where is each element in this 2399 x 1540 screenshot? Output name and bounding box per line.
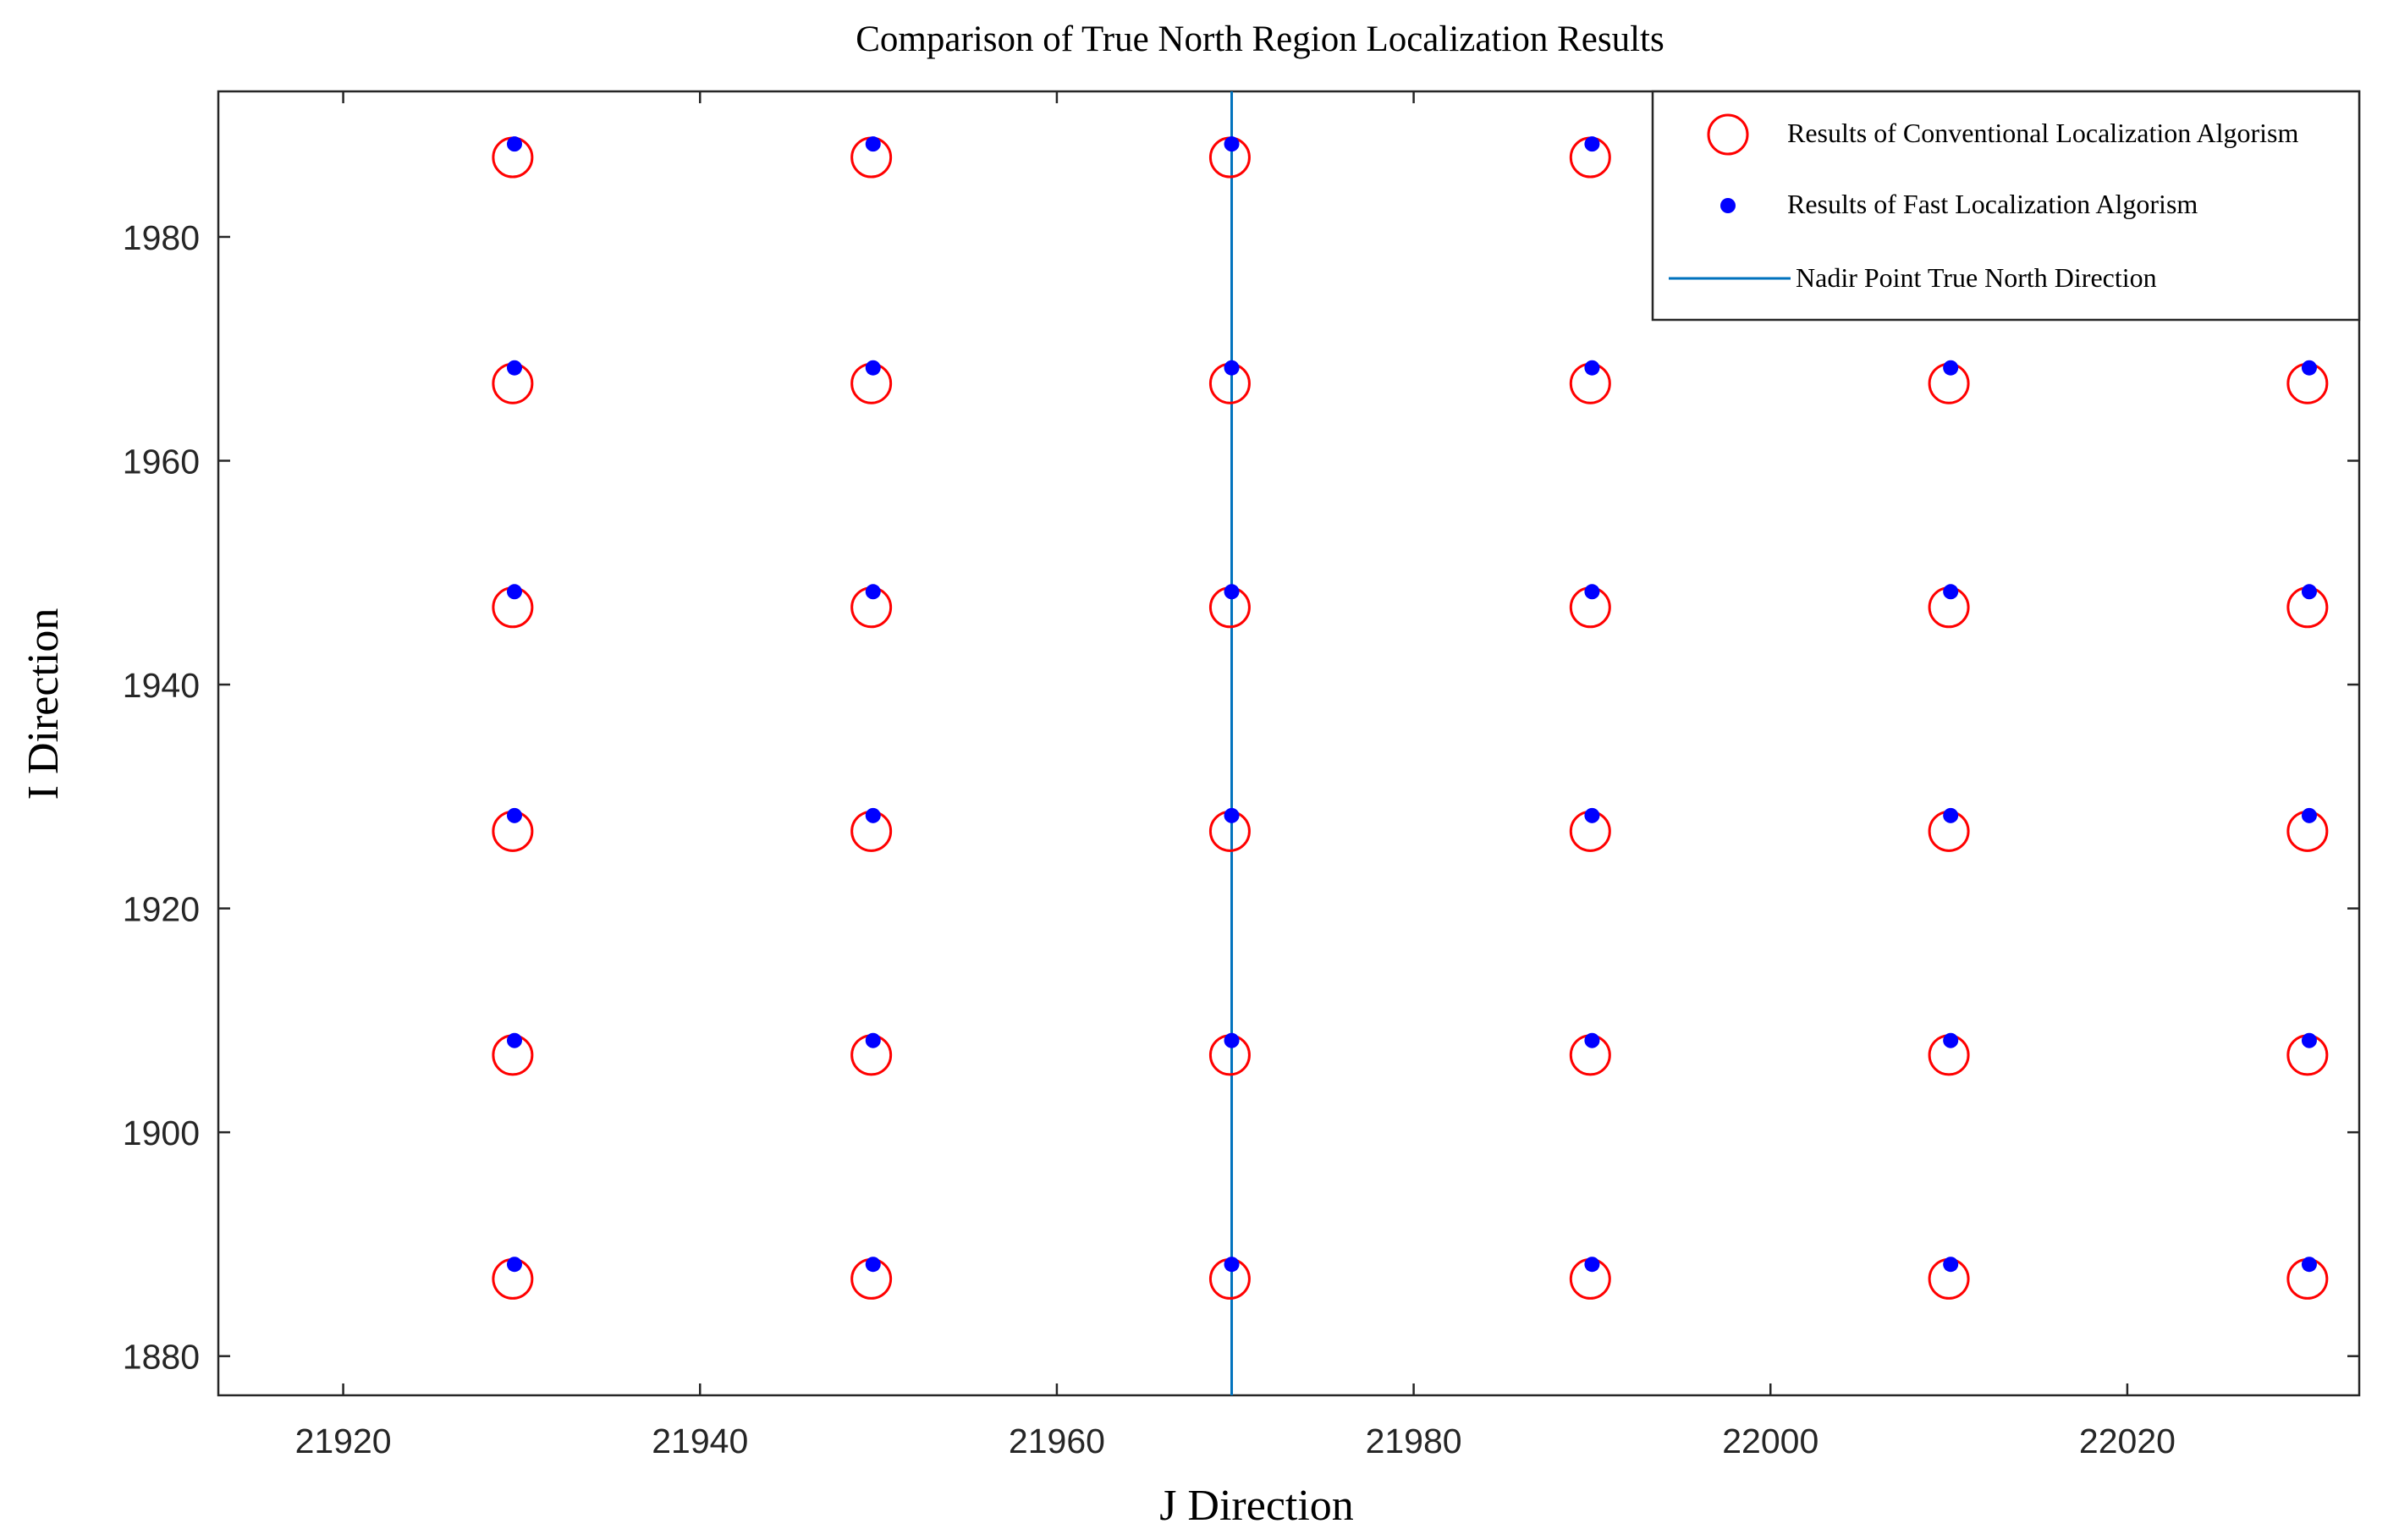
fast-point [1584, 1257, 1600, 1273]
y-tick-label: 1940 [123, 666, 200, 705]
fast-point [865, 1257, 881, 1273]
fast-point [506, 360, 522, 376]
fast-point [2301, 807, 2317, 823]
legend-label-nadir-line: Nadir Point True North Direction [1796, 262, 2157, 293]
x-tick-label: 21940 [652, 1422, 748, 1460]
x-tick-label: 22020 [2079, 1422, 2176, 1460]
fast-point [2301, 360, 2317, 376]
fast-point [506, 1257, 522, 1273]
legend-label-fast: Results of Fast Localization Algorism [1787, 189, 2198, 219]
legend-label-conventional: Results of Conventional Localization Alg… [1787, 118, 2298, 148]
fast-point [1943, 1032, 1959, 1048]
fast-point [1943, 584, 1959, 600]
fast-point [1584, 807, 1600, 823]
legend-symbol-conventional [1707, 113, 1749, 156]
fast-point [506, 807, 522, 823]
fast-point [2301, 1257, 2317, 1273]
chart-title: Comparison of True North Region Localiza… [856, 19, 1664, 59]
y-tick-label: 1980 [123, 218, 200, 257]
x-axis-label: J Direction [1159, 1482, 1354, 1530]
fast-point [1943, 1257, 1959, 1273]
fast-point [506, 584, 522, 600]
legend-symbol-fast [1720, 198, 1736, 213]
fast-point [2301, 1032, 2317, 1048]
fast-point [865, 807, 881, 823]
fast-point [1943, 360, 1959, 376]
x-tick-label: 22000 [1722, 1422, 1819, 1460]
legend: Results of Conventional Localization Alg… [1651, 90, 2361, 322]
y-tick-label: 1880 [123, 1338, 200, 1377]
legend-box [1651, 90, 2361, 322]
fast-point [1224, 584, 1240, 600]
fast-point [865, 1032, 881, 1048]
fast-point [2301, 584, 2317, 600]
x-axis-ticks: 21920 21940 21960 21980 22000 22020 [295, 91, 2176, 1460]
x-tick-label: 21960 [1009, 1422, 1105, 1460]
y-tick-label: 1920 [123, 890, 200, 929]
fast-point [1584, 136, 1600, 152]
y-axis-ticks: 1880 1900 1920 1940 1960 1980 [123, 218, 2359, 1377]
fast-point [1224, 136, 1240, 152]
y-tick-label: 1960 [123, 443, 200, 481]
fast-point [1224, 1257, 1240, 1273]
y-tick-label: 1900 [123, 1114, 200, 1152]
fast-point [1224, 1032, 1240, 1048]
fast-point [1584, 360, 1600, 376]
x-tick-label: 21920 [295, 1422, 392, 1460]
fast-point [865, 136, 881, 152]
fast-point [865, 360, 881, 376]
x-tick-label: 21980 [1366, 1422, 1462, 1460]
fast-point [1943, 807, 1959, 823]
plot-area [492, 91, 2329, 1395]
fast-point [1584, 584, 1600, 600]
fast-point [1224, 807, 1240, 823]
fast-point [865, 584, 881, 600]
fast-point [1224, 360, 1240, 376]
y-axis-label: I Direction [19, 608, 68, 800]
fast-point [506, 1032, 522, 1048]
fast-point [1584, 1032, 1600, 1048]
fast-point [506, 136, 522, 152]
